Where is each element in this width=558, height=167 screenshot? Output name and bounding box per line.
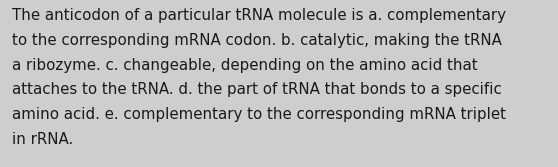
Text: to the corresponding mRNA codon. b. catalytic, making the tRNA: to the corresponding mRNA codon. b. cata…	[12, 33, 502, 48]
Text: The anticodon of a particular tRNA molecule is a. complementary: The anticodon of a particular tRNA molec…	[12, 8, 506, 23]
Text: amino acid. e. complementary to the corresponding mRNA triplet: amino acid. e. complementary to the corr…	[12, 107, 506, 122]
Text: a ribozyme. c. changeable, depending on the amino acid that: a ribozyme. c. changeable, depending on …	[12, 58, 478, 73]
Text: in rRNA.: in rRNA.	[12, 132, 74, 147]
Text: attaches to the tRNA. d. the part of tRNA that bonds to a specific: attaches to the tRNA. d. the part of tRN…	[12, 82, 502, 98]
